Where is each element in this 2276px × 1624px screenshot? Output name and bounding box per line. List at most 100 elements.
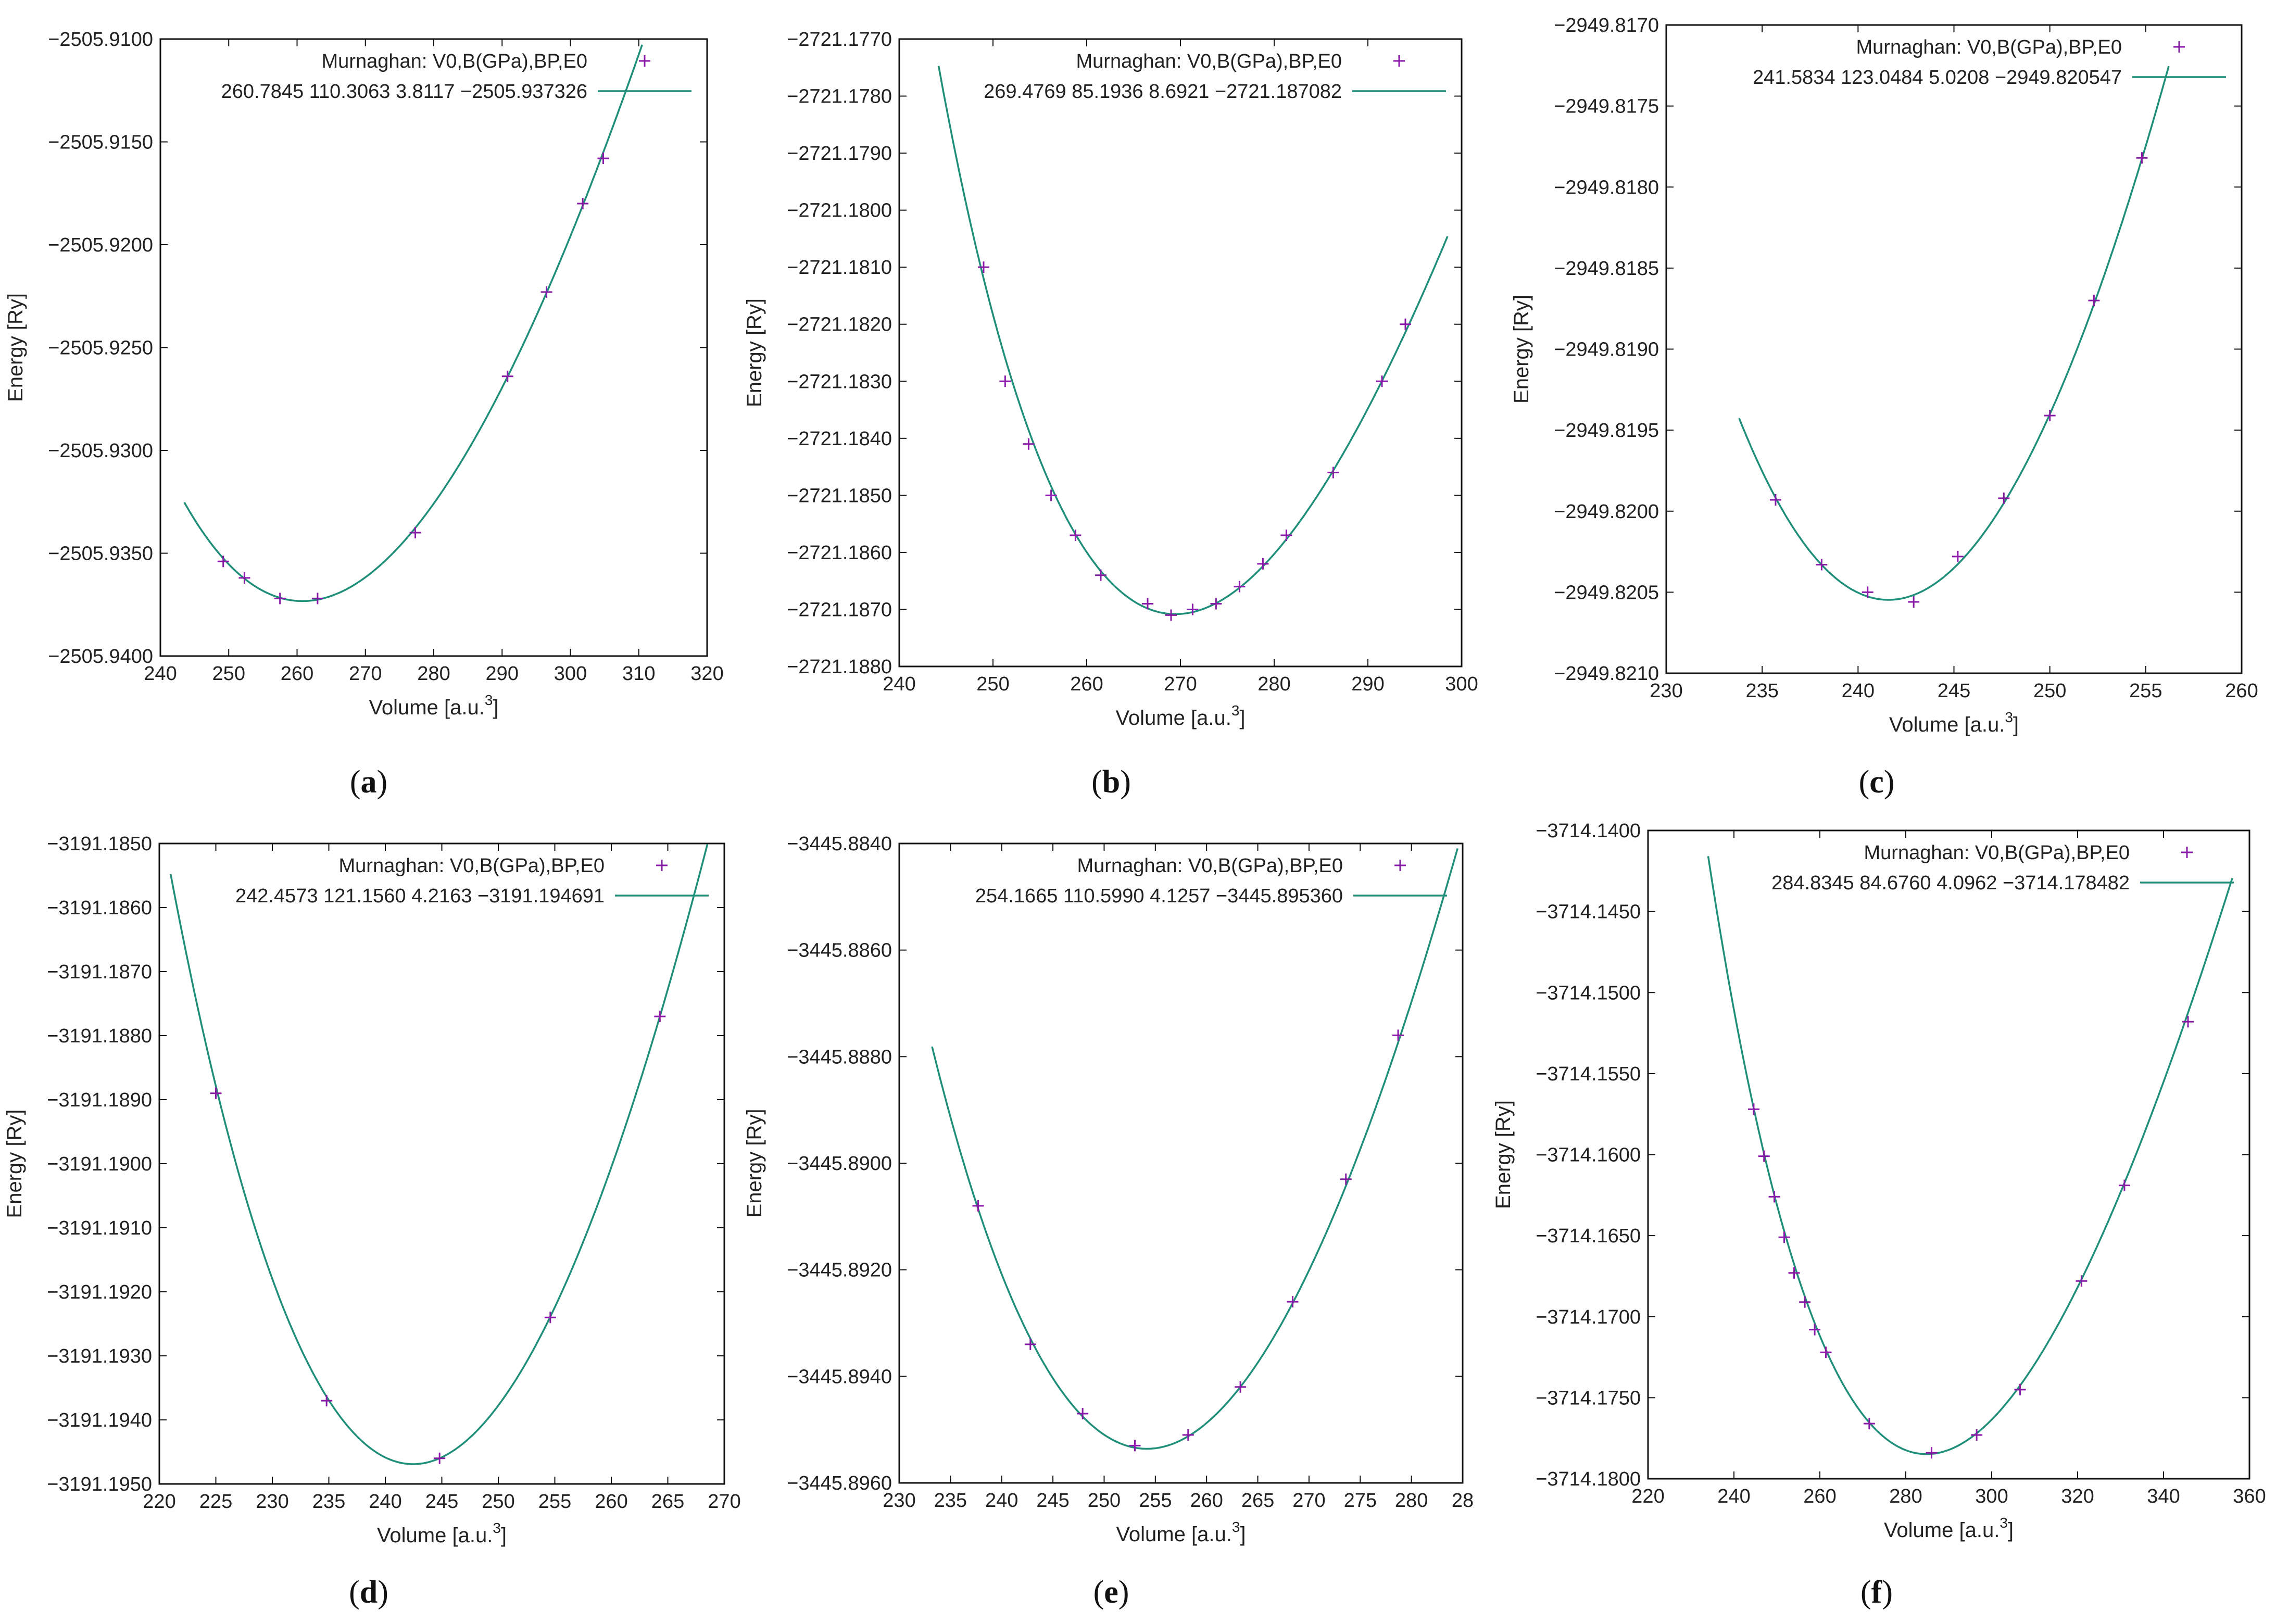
data-point — [1820, 1346, 1832, 1358]
data-point — [1235, 1381, 1247, 1393]
y-tick-label: −3445.8960 — [787, 1472, 892, 1494]
data-point — [1400, 318, 1411, 330]
x-tick-label: 235 — [1745, 680, 1778, 702]
data-point — [1863, 1418, 1875, 1430]
x-tick-label: 260 — [1190, 1490, 1223, 1512]
x-tick-label: 255 — [538, 1491, 571, 1513]
panel-label-close: ) — [1118, 1575, 1129, 1610]
panel-label-open: ( — [1859, 764, 1870, 800]
x-tick-label: 240 — [1717, 1485, 1750, 1507]
data-point — [501, 370, 513, 382]
panel-label: (d) — [349, 1575, 388, 1610]
y-tick-label: −2721.1870 — [787, 599, 892, 621]
panel-label-open: ( — [350, 764, 361, 800]
data-point — [1376, 375, 1388, 387]
chart-panel: 240 250 260 270 280 290 300 −2721.1770 −2721.178… — [743, 29, 1478, 729]
y-tick-label: −3714.1750 — [1536, 1387, 1641, 1409]
y-tick-label: −2949.8210 — [1554, 663, 1659, 685]
data-point — [1747, 1103, 1759, 1115]
x-axis-label-sup: 3 — [1231, 702, 1240, 719]
data-point — [1809, 1324, 1821, 1336]
x-tick-label: 280 — [417, 663, 450, 685]
x-tick-label: 260 — [281, 663, 313, 685]
x-tick-label: 280 — [1395, 1490, 1428, 1512]
y-axis-label: Energy [Ry] — [743, 298, 766, 407]
y-tick-label: −2949.8200 — [1554, 501, 1659, 523]
panel-label-open: ( — [349, 1575, 360, 1610]
data-point — [654, 1011, 666, 1023]
x-axis-label-end: ] — [1240, 1523, 1246, 1546]
data-point — [1971, 1429, 1983, 1441]
x-tick-label: 240 — [985, 1490, 1018, 1512]
panel-label-letter: d — [360, 1575, 378, 1610]
y-tick-label: −2721.1880 — [787, 656, 892, 678]
y-tick-label: −2949.8195 — [1554, 420, 1659, 442]
y-tick-label: −3191.1850 — [47, 833, 152, 855]
panel-label-close: ) — [377, 764, 388, 800]
y-tick-label: −2721.1830 — [787, 371, 892, 393]
panel-label: (e) — [1093, 1575, 1129, 1610]
x-tick-label: 300 — [554, 663, 587, 685]
panel-label-close: ) — [1882, 1575, 1893, 1610]
x-axis-label: Volume [a.u.3] — [1884, 1515, 2014, 1542]
x-axis-label-end: ] — [493, 696, 498, 719]
legend-points-label: Murnaghan: V0,B(GPa),BP,E0 — [1077, 855, 1343, 877]
x-tick-label: 270 — [1292, 1490, 1325, 1512]
x-tick-label: 240 — [369, 1491, 401, 1513]
y-tick-label: −2949.8205 — [1554, 582, 1659, 603]
legend-fit-label: 242.4573 121.1560 4.2163 −3191.194691 — [235, 885, 605, 907]
data-point — [1024, 1338, 1036, 1350]
y-tick-label: −3445.8880 — [787, 1046, 892, 1068]
y-tick-label: −3445.8900 — [787, 1153, 892, 1175]
x-tick-label: 260 — [2225, 680, 2258, 702]
y-tick-label: −2721.1860 — [787, 542, 892, 564]
y-tick-label: −3445.8840 — [787, 833, 892, 855]
chart-panel: 240 250 260 270 280 290 300 310 320 −2505.9100 −25… — [4, 29, 724, 719]
y-tick-label: −3714.1650 — [1536, 1225, 1641, 1247]
y-tick-label: −3191.1920 — [47, 1281, 152, 1303]
panel-label-letter: f — [1871, 1575, 1883, 1610]
data-point — [1908, 596, 1920, 608]
y-tick-label: −2721.1810 — [787, 257, 892, 279]
y-tick-label: −2949.8170 — [1554, 15, 1659, 36]
data-point — [1778, 1231, 1790, 1243]
panel-label-open: ( — [1093, 1575, 1104, 1610]
y-tick-label: −2721.1790 — [787, 143, 892, 165]
x-axis-label-end: ] — [1239, 707, 1245, 729]
y-tick-label: −3191.1880 — [47, 1025, 152, 1047]
x-tick-label: 265 — [1241, 1490, 1274, 1512]
x-tick-label: 235 — [934, 1490, 967, 1512]
x-tick-label: 290 — [1351, 673, 1384, 695]
data-point — [274, 593, 286, 605]
data-point — [311, 593, 323, 605]
y-tick-label: −3191.1890 — [47, 1089, 152, 1111]
y-tick-label: −3191.1900 — [47, 1153, 152, 1175]
legend-points-label: Murnaghan: V0,B(GPa),BP,E0 — [322, 51, 587, 72]
data-point — [2076, 1275, 2088, 1287]
data-point — [217, 556, 229, 568]
x-axis-label: Volume [a.u.3] — [1116, 1519, 1246, 1546]
y-tick-label: −3445.8940 — [787, 1366, 892, 1388]
data-point — [1862, 586, 1873, 598]
x-tick-label: 250 — [2033, 680, 2066, 702]
y-tick-label: −2721.1850 — [787, 485, 892, 507]
y-tick-label: −2505.9150 — [48, 132, 153, 154]
y-tick-label: −3714.1600 — [1536, 1144, 1641, 1166]
chart-panel: 230 235 240 245 250 255 260 265 270 275 280 28 −3445… — [743, 833, 1474, 1546]
x-tick-label: 250 — [1088, 1490, 1121, 1512]
x-tick-label: 360 — [2233, 1485, 2266, 1507]
data-point — [1952, 550, 1964, 562]
data-point — [1142, 598, 1153, 610]
x-tick-label: 230 — [256, 1491, 288, 1513]
x-axis-label-sup: 3 — [2000, 1515, 2008, 1531]
panel-label-close: ) — [378, 1575, 388, 1610]
chart-panel: 220 225 230 235 240 245 250 255 260 265 270 −3191.1… — [3, 833, 741, 1547]
y-tick-label: −2949.8180 — [1554, 177, 1659, 198]
y-tick-label: −3445.8920 — [787, 1260, 892, 1281]
data-point — [1257, 558, 1269, 570]
x-tick-label: 245 — [425, 1491, 458, 1513]
data-point — [1998, 492, 2010, 504]
panel-label-open: ( — [1860, 1575, 1871, 1610]
data-point — [2182, 1016, 2194, 1028]
plot-frame — [1665, 24, 2243, 674]
